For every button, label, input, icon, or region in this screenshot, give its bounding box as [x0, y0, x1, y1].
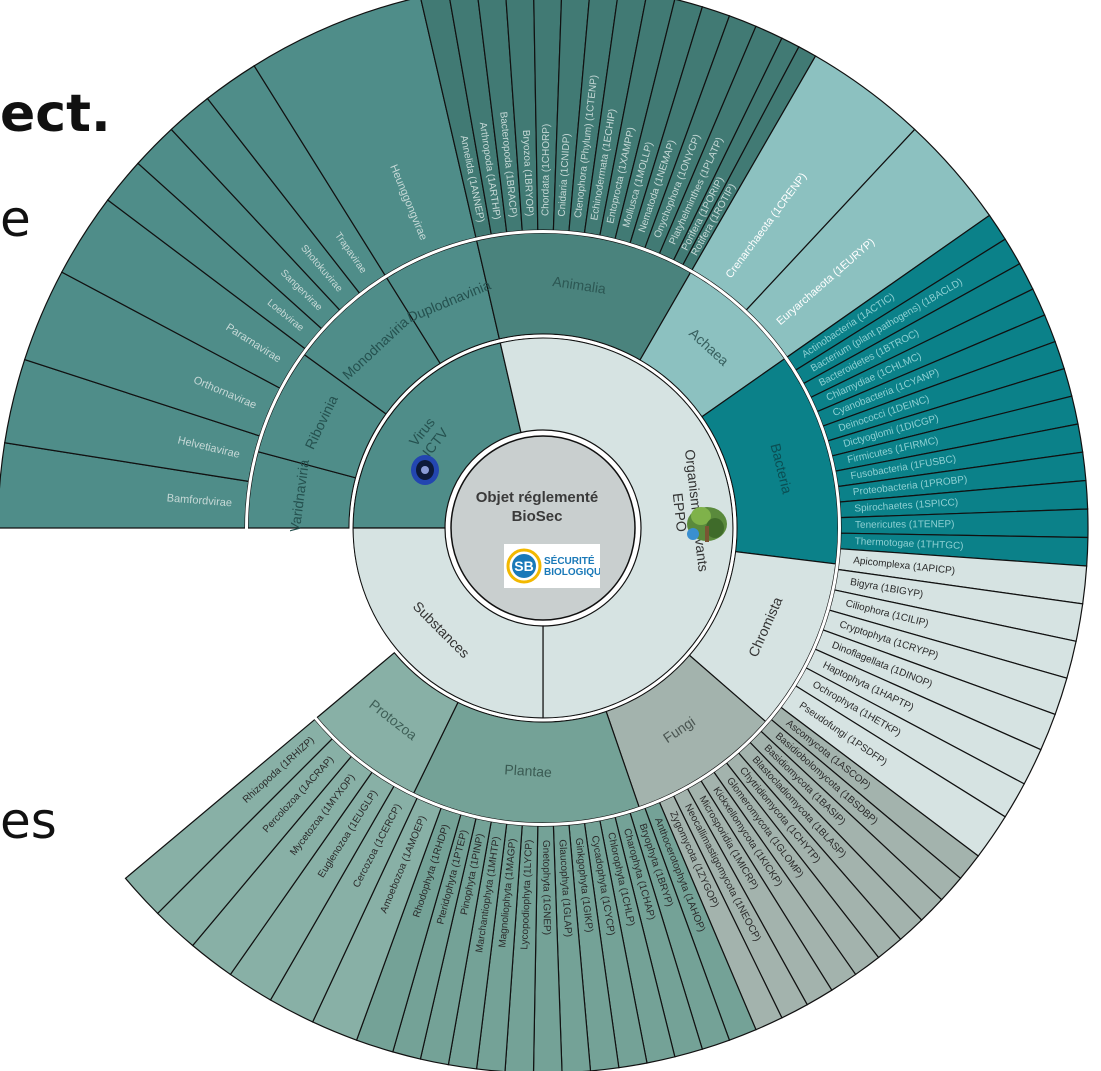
ring3-label-chordata-1chorp: Chordata (1CHORP) — [540, 124, 552, 216]
ring-separator — [349, 334, 737, 722]
ring1-segment-substances — [352, 527, 544, 719]
ictv-virus-icon — [411, 455, 439, 485]
center-title-line-2: BioSec — [511, 508, 563, 525]
ring3-label-cnidaria-1cnidp: Cnidaria (1CNIDP) — [557, 133, 573, 217]
ring3-label-tenericutes-1tenep: Tenericutes (1TENEP) — [855, 519, 955, 531]
ring1-segment-virus — [352, 342, 522, 529]
ring3-label-lycopodiophyta-1lycp: Lycopodiophyta (1LYCP) — [519, 839, 535, 949]
ring3-label-thermotogae-1thtgc: Thermotogae (1THTGC) — [854, 536, 963, 552]
securite-biologique-logo: SB SÉCURITÉ BIOLOGIQUE — [504, 544, 600, 588]
ring3-label-bryozoa-1bryop: Bryozoa (1BRYOP) — [520, 130, 535, 217]
background-text-fragment: es — [0, 792, 57, 850]
background-text-fragment: e — [0, 190, 31, 248]
eppo-nature-icon — [687, 507, 727, 542]
center-title: Objet réglementé BioSec — [452, 488, 622, 526]
ring2-segment-protozoa — [316, 651, 459, 794]
ring3-label-gnetophyta-1gnep: Gnetophyta (1GNEP) — [540, 840, 552, 935]
logo-word-2: BIOLOGIQUE — [544, 567, 600, 578]
ring1-label-eppo: EPPO — [670, 492, 690, 533]
logo-letters: SB — [514, 558, 533, 574]
ring3-label-bamfordvirae: Bamfordvirae — [166, 492, 232, 509]
center-disc — [450, 435, 636, 621]
logo-word-1: SÉCURITÉ — [544, 554, 595, 567]
ring-separator — [245, 230, 841, 826]
ring2-label-plantae: Plantae — [504, 761, 553, 780]
ring1-segment-eppo — [499, 337, 734, 719]
background-text-fragment: ect. — [0, 84, 111, 144]
ring2-label-animalia: Animalia — [552, 273, 608, 297]
center-title-line-1: Objet réglementé — [475, 489, 599, 506]
